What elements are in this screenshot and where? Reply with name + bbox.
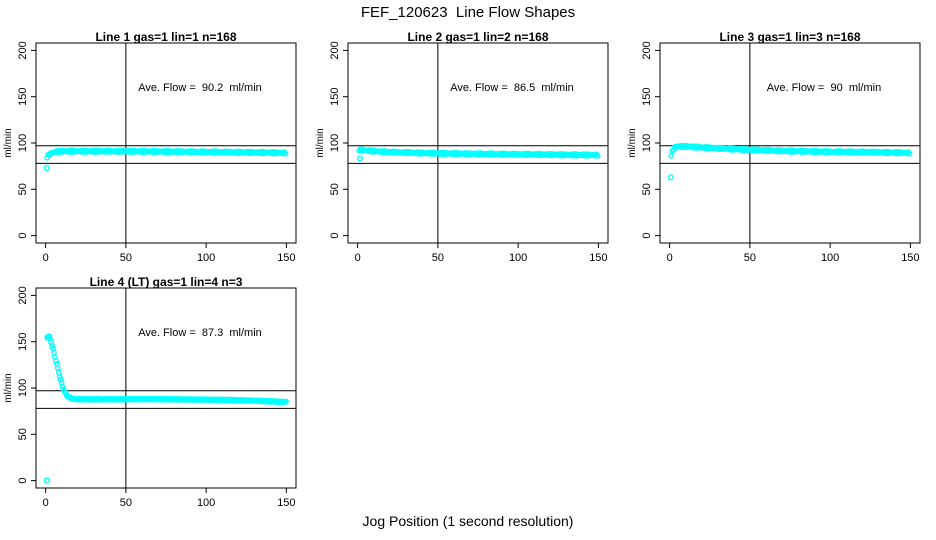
outlier-point xyxy=(356,155,364,162)
y-axis: 0 50 100 150 200 ml/min xyxy=(3,286,36,484)
x-axis: 0 50 100 150 xyxy=(43,243,296,264)
y-axis-title: ml/min xyxy=(315,128,326,157)
panel-line-1-ave-flow: Ave. Flow = 90.2 ml/min xyxy=(138,82,262,94)
svg-text:150: 150 xyxy=(277,497,295,509)
data-series xyxy=(667,142,913,181)
x-axis: 0 50 100 150 xyxy=(43,488,296,509)
y-axis: 0 50 100 150 200 ml/min xyxy=(3,41,36,239)
outlier-point xyxy=(43,477,51,484)
svg-text:50: 50 xyxy=(641,183,653,195)
plot-frame xyxy=(659,42,921,244)
svg-text:150: 150 xyxy=(17,88,29,106)
svg-text:200: 200 xyxy=(17,41,29,59)
svg-text:150: 150 xyxy=(277,252,295,264)
reference-lines xyxy=(348,43,608,243)
panel-line-4: 0 50 100 150 0 50 100 150 200 ml/min Line 4 (LT) … xyxy=(0,273,312,518)
y-axis-title: ml/min xyxy=(627,128,638,157)
panel-line-3: 0 50 100 150 0 50 100 150 200 ml/min Line 3 gas=1… xyxy=(624,28,936,273)
panel-line-2-plot: 0 50 100 150 0 50 100 150 200 ml/min xyxy=(315,41,609,264)
svg-text:150: 150 xyxy=(17,333,29,351)
svg-text:0: 0 xyxy=(17,478,29,484)
panel-line-2-ave-flow: Ave. Flow = 86.5 ml/min xyxy=(450,82,574,94)
panel-line-2: 0 50 100 150 0 50 100 150 200 ml/min Line 2 gas=1… xyxy=(312,28,624,273)
data-series xyxy=(43,333,289,484)
svg-text:150: 150 xyxy=(641,88,653,106)
svg-text:50: 50 xyxy=(17,183,29,195)
svg-text:100: 100 xyxy=(329,134,341,152)
outlier-point xyxy=(43,164,50,172)
svg-text:0: 0 xyxy=(355,252,361,264)
x-axis: 0 50 100 150 xyxy=(667,243,920,264)
svg-text:50: 50 xyxy=(17,428,29,440)
plot-frame xyxy=(347,42,609,244)
svg-text:200: 200 xyxy=(17,286,29,304)
reference-lines xyxy=(660,43,920,243)
y-axis: 0 50 100 150 200 ml/min xyxy=(627,41,660,239)
x-axis: 0 50 100 150 xyxy=(355,243,608,264)
panel-line-4-title: Line 4 (LT) gas=1 lin=4 n=3 xyxy=(89,275,243,289)
y-axis-title: ml/min xyxy=(3,128,14,157)
svg-text:0: 0 xyxy=(329,233,341,239)
svg-text:50: 50 xyxy=(329,183,341,195)
y-axis: 0 50 100 150 200 ml/min xyxy=(315,41,348,239)
outlier-point xyxy=(667,174,674,181)
figure-title: FEF_120623 Line Flow Shapes xyxy=(360,4,576,21)
svg-text:50: 50 xyxy=(120,252,132,264)
svg-text:100: 100 xyxy=(17,379,29,397)
svg-text:150: 150 xyxy=(589,252,607,264)
panel-line-2-title: Line 2 gas=1 lin=2 n=168 xyxy=(407,30,549,44)
svg-text:0: 0 xyxy=(43,497,49,509)
panel-line-3-plot: 0 50 100 150 0 50 100 150 200 ml/min xyxy=(627,41,921,264)
x-axis-label: Jog Position (1 second resolution) xyxy=(362,513,574,529)
plot-frame xyxy=(35,287,297,489)
svg-text:0: 0 xyxy=(641,233,653,239)
reference-lines xyxy=(36,288,296,488)
svg-text:100: 100 xyxy=(17,134,29,152)
svg-text:0: 0 xyxy=(17,233,29,239)
svg-text:150: 150 xyxy=(901,252,919,264)
svg-text:50: 50 xyxy=(120,497,132,509)
panel-line-1: 0 50 100 150 0 50 100 150 200 ml/min Line 1 gas=1… xyxy=(0,28,312,273)
svg-text:50: 50 xyxy=(432,252,444,264)
svg-text:100: 100 xyxy=(641,134,653,152)
data-series xyxy=(356,146,601,162)
svg-text:100: 100 xyxy=(197,252,215,264)
panel-line-1-plot: 0 50 100 150 0 50 100 150 200 ml/min xyxy=(3,41,297,264)
panel-line-1-title: Line 1 gas=1 lin=1 n=168 xyxy=(95,30,237,44)
svg-text:200: 200 xyxy=(641,41,653,59)
panel-line-4-ave-flow: Ave. Flow = 87.3 ml/min xyxy=(138,327,262,339)
data-series xyxy=(43,147,289,172)
svg-text:0: 0 xyxy=(43,252,49,264)
plot-frame xyxy=(35,42,297,244)
svg-text:100: 100 xyxy=(197,497,215,509)
panel-line-4-plot: 0 50 100 150 0 50 100 150 200 ml/min xyxy=(3,286,297,509)
svg-text:50: 50 xyxy=(744,252,756,264)
svg-text:150: 150 xyxy=(329,88,341,106)
svg-text:0: 0 xyxy=(667,252,673,264)
panel-line-3-ave-flow: Ave. Flow = 90 ml/min xyxy=(766,82,882,94)
y-axis-title: ml/min xyxy=(3,373,14,402)
svg-text:100: 100 xyxy=(821,252,839,264)
panel-line-3-title: Line 3 gas=1 lin=3 n=168 xyxy=(719,30,861,44)
svg-text:100: 100 xyxy=(509,252,527,264)
reference-lines xyxy=(36,43,296,243)
svg-text:200: 200 xyxy=(329,41,341,59)
